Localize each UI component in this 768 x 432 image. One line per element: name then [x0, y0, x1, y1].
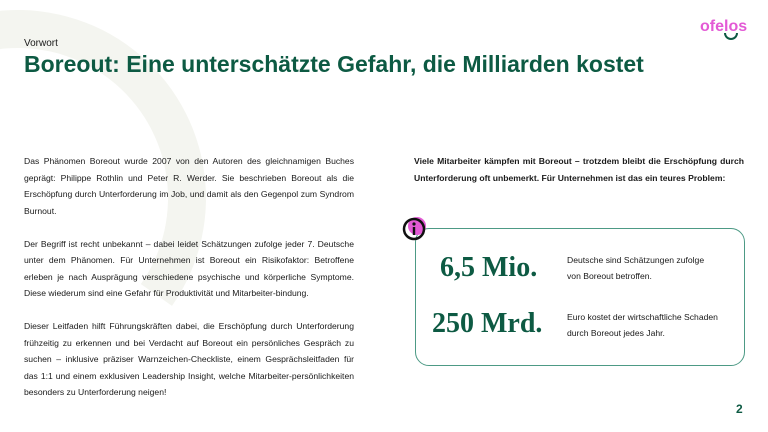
stat-value: 6,5 Mio.	[440, 252, 538, 283]
logo-smile-icon	[724, 33, 738, 40]
section-label: Vorwort	[24, 38, 58, 49]
paragraph: Der Begriff ist recht unbekannt – dabei …	[24, 238, 354, 299]
logo: ofelos	[700, 18, 748, 35]
intro-text: Viele Mitarbeiter kämpfen mit Boreout – …	[414, 156, 744, 183]
body-text: Das Phänomen Boreout wurde 2007 von den …	[24, 153, 354, 417]
stat-description: Deutsche sind Schätzungen zufolge von Bo…	[567, 255, 705, 281]
stat-description: Euro kostet der wirtschaftliche Schaden …	[567, 312, 718, 338]
paragraph: Das Phänomen Boreout wurde 2007 von den …	[24, 156, 354, 216]
paragraph: Dieser Leitfaden hilft Führungskräften d…	[24, 321, 354, 397]
info-icon	[402, 217, 426, 241]
stat-value: 250 Mrd.	[432, 308, 543, 339]
page-number: 2	[736, 402, 743, 416]
page-title: Boreout: Eine unterschätzte Gefahr, die …	[24, 51, 644, 77]
stats-box	[415, 228, 745, 366]
